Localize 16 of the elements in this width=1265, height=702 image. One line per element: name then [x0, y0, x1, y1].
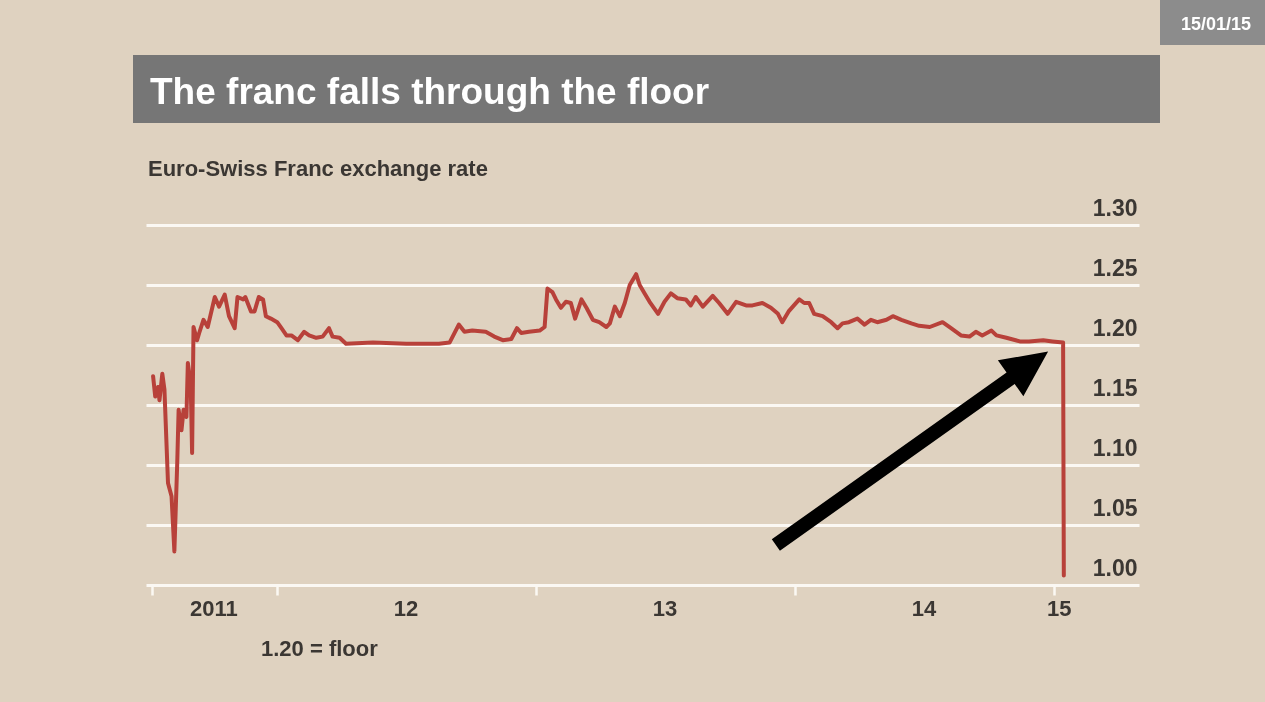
y-tick-label: 1.00	[1092, 554, 1138, 581]
chart-title: The franc falls through the floor	[150, 71, 710, 112]
text: 1.20 = floor	[261, 636, 379, 661]
y-tick-label: 1.30	[1092, 194, 1138, 221]
y-tick-label: 1.15	[1092, 374, 1138, 401]
x-tick-label: 14	[911, 595, 937, 621]
x-tick-label: 12	[393, 595, 419, 621]
x-tick-label: 15	[1047, 595, 1072, 621]
x-tick-label: 13	[652, 595, 678, 621]
y-tick-label: 1.10	[1092, 434, 1138, 461]
y-tick-label: 1.20	[1092, 314, 1138, 341]
text: 15/01/15	[1180, 14, 1252, 34]
y-tick-label: 1.05	[1092, 494, 1138, 521]
chart-subtitle: Euro-Swiss Franc exchange rate	[148, 156, 488, 181]
y-tick-label: 1.25	[1092, 254, 1138, 281]
x-tick-label: 2011	[190, 595, 238, 621]
